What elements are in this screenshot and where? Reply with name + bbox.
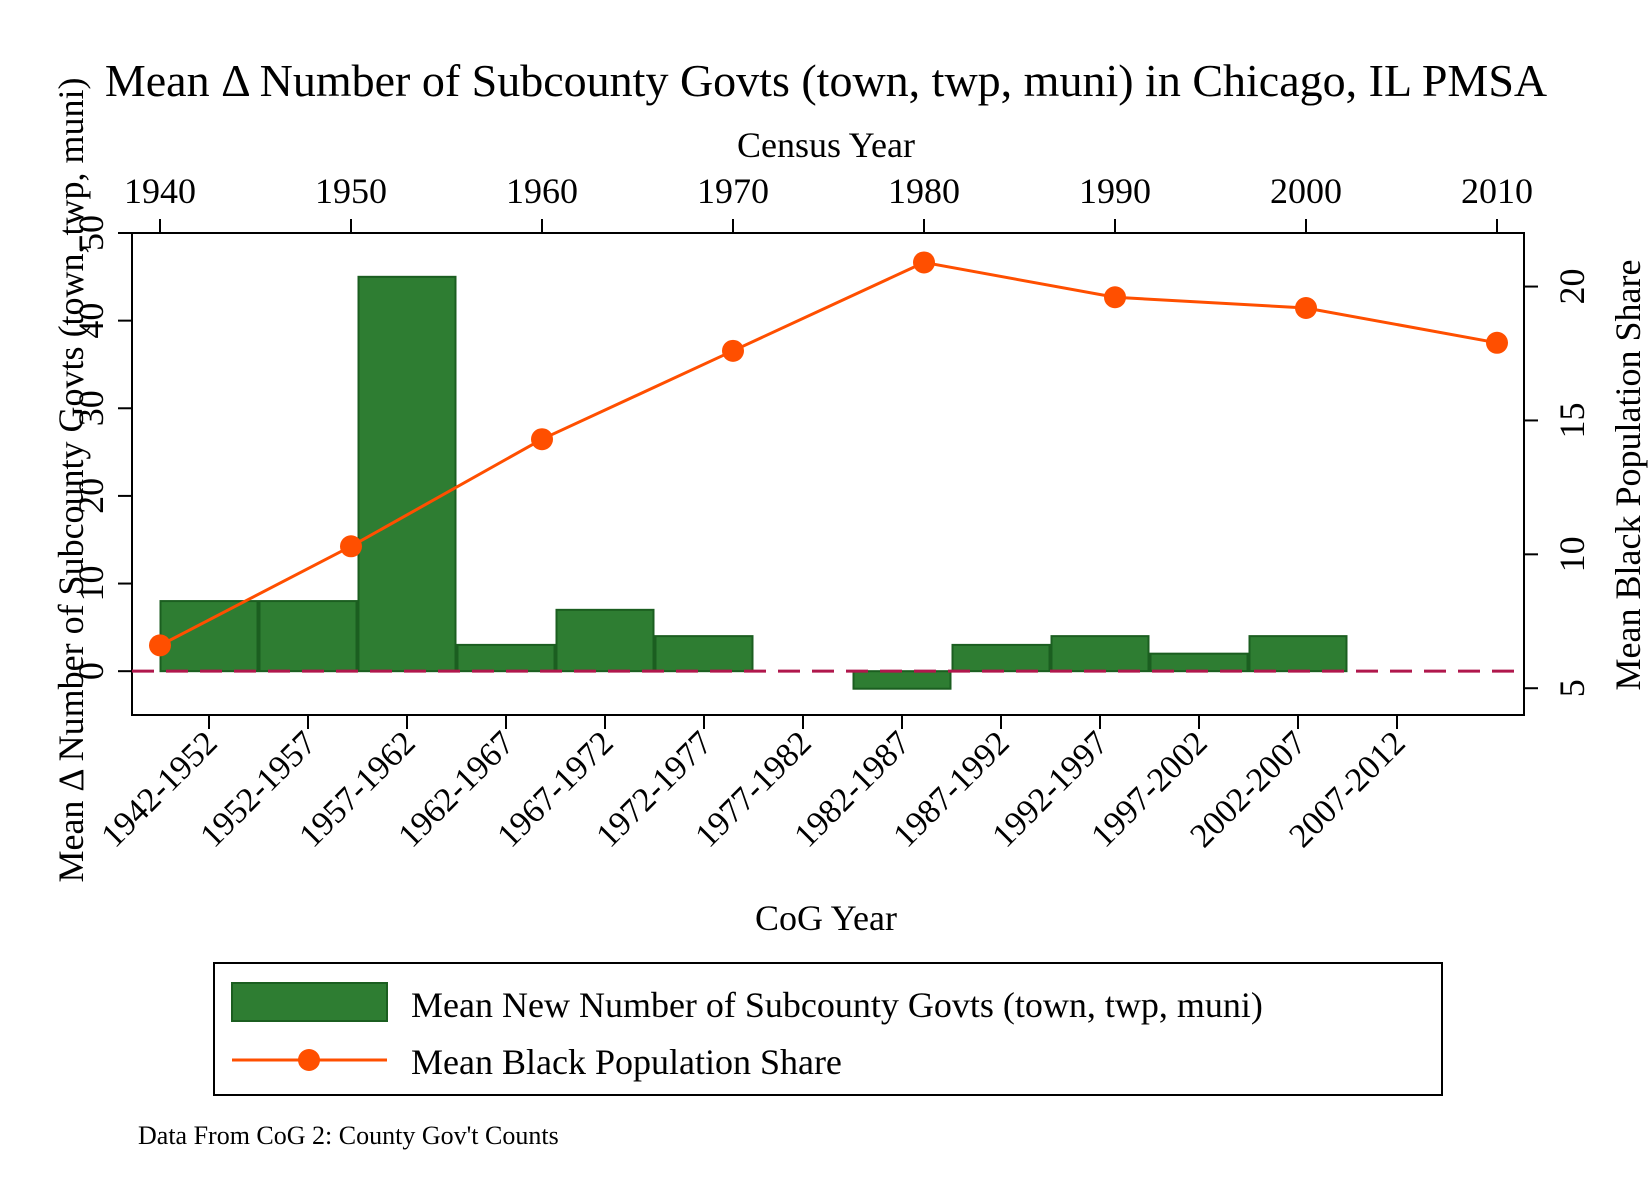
bar-1982-1987: [852, 670, 952, 690]
legend: Mean New Number of Subcounty Govts (town…: [213, 962, 1443, 1096]
plot-area: [131, 232, 1525, 716]
black-share-point-1950: [340, 535, 362, 558]
bar-1952-1957: [258, 600, 358, 673]
legend-line-marker: [298, 1049, 320, 1071]
top-tick-label-1950: 1950: [315, 171, 387, 211]
top-tick-label-2000: 2000: [1270, 171, 1342, 211]
right-tick-label-5: 5: [1552, 679, 1592, 697]
right-tick-label-15: 15: [1552, 402, 1592, 438]
chart-title: Mean Δ Number of Subcounty Govts (town, …: [105, 55, 1547, 106]
left-tick-label-40: 40: [71, 303, 111, 339]
bar-1997-2002: [1149, 652, 1249, 673]
legend-bar-swatch: [231, 982, 388, 1022]
left-tick-label-30: 30: [71, 390, 111, 426]
bar-1992-1997: [1050, 635, 1150, 673]
left-axis-ticks: 0 10 20 30 40 50: [71, 215, 132, 680]
y-axis-label-left: Mean Δ Number of Subcounty Govts (town, …: [51, 77, 91, 882]
top-tick-label-1960: 1960: [506, 171, 578, 211]
right-axis-ticks: 5 10 15 20: [1524, 269, 1592, 697]
bar-1962-1967: [456, 643, 556, 673]
top-axis-ticks: 1940 1950 1960 1970 1980 1990 2000 2010: [124, 171, 1533, 233]
black-share-point-1990: [1104, 286, 1126, 309]
bar-1972-1977: [654, 635, 754, 673]
top-tick-label-1940: 1940: [124, 171, 196, 211]
data-note: Data From CoG 2: County Gov't Counts: [138, 1121, 559, 1150]
right-tick-label-10: 10: [1552, 536, 1592, 572]
legend-line-label: Mean Black Population Share: [411, 1042, 842, 1082]
top-axis-label: Census Year: [737, 125, 915, 165]
black-share-point-2000: [1295, 296, 1317, 319]
right-tick-label-20: 20: [1552, 269, 1592, 305]
black-share-point-1970: [722, 339, 744, 362]
top-tick-label-1980: 1980: [888, 171, 960, 211]
bar-1967-1972: [555, 608, 655, 673]
left-tick-label-20: 20: [71, 478, 111, 514]
top-tick-label-1970: 1970: [697, 171, 769, 211]
bar-1987-1992: [951, 643, 1051, 673]
left-tick-label-50: 50: [71, 215, 111, 251]
bar-2002-2007: [1248, 635, 1348, 673]
top-tick-label-2010: 2010: [1461, 171, 1533, 211]
legend-box: [213, 962, 1443, 1096]
left-tick-label-0: 0: [71, 662, 111, 680]
y-axis-label-right: Mean Black Population Share: [1608, 260, 1648, 691]
x-axis-label: CoG Year: [755, 898, 897, 938]
black-share-line: [159, 260, 1498, 647]
top-tick-label-1990: 1990: [1079, 171, 1151, 211]
black-share-point-1960: [531, 428, 553, 451]
bar-1957-1962: [357, 275, 457, 673]
black-share-point-1940: [149, 634, 171, 657]
left-tick-label-10: 10: [71, 566, 111, 602]
legend-bar-label: Mean New Number of Subcounty Govts (town…: [411, 985, 1263, 1025]
black-share-point-1980: [913, 251, 935, 274]
black-share-point-2010: [1486, 331, 1508, 354]
